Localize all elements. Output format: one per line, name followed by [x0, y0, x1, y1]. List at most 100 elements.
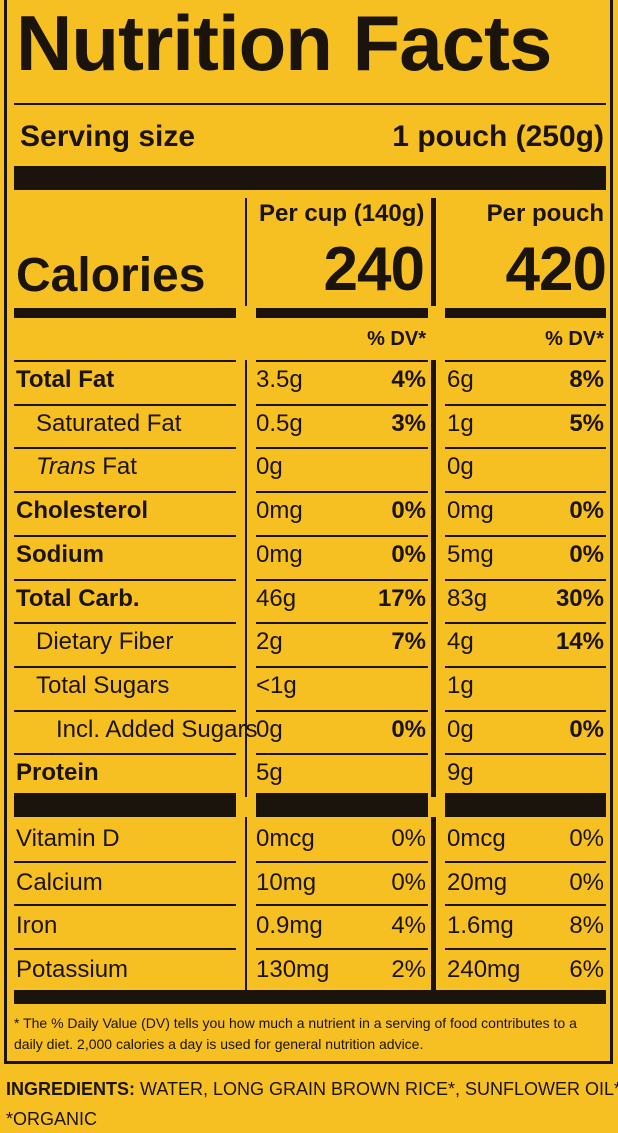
- per-pouch-amount: 240mg: [447, 956, 521, 983]
- column-separator: [431, 666, 436, 710]
- per-pouch-header: Per pouch: [486, 200, 604, 227]
- row-divider: [14, 622, 236, 624]
- per-cup-amount: 3.5g: [256, 366, 303, 393]
- per-cup-amount: 46g: [256, 585, 297, 612]
- row-divider: [445, 948, 606, 950]
- nutrient-name: Incl. Added Sugars: [56, 716, 258, 743]
- row-divider: [256, 753, 428, 755]
- per-cup-dv: 4%: [391, 912, 426, 939]
- per-cup-dv: 0%: [391, 497, 426, 524]
- footnote: * The % Daily Value (DV) tells you how m…: [14, 1015, 577, 1052]
- per-pouch-dv: 30%: [555, 585, 604, 612]
- per-pouch-dv: 8%: [569, 366, 604, 393]
- row-divider: [445, 491, 606, 493]
- row-divider: [14, 404, 236, 406]
- row-divider: [14, 948, 236, 950]
- row-divider: [445, 404, 606, 406]
- per-pouch-dv: 0%: [569, 497, 604, 524]
- column-separator: [431, 491, 436, 535]
- row-divider: [445, 753, 606, 755]
- row-divider: [256, 666, 428, 668]
- nutrition-panel: [4, 0, 613, 1064]
- row-divider: [14, 491, 236, 493]
- per-pouch-dv: 0%: [569, 716, 604, 743]
- column-separator: [431, 710, 436, 754]
- row-divider: [14, 535, 236, 537]
- column-separator: [431, 904, 436, 948]
- per-cup-dv: 2%: [391, 956, 426, 983]
- row-divider: [256, 404, 428, 406]
- per-pouch-amount: 0mcg: [447, 825, 506, 852]
- per-cup-dv: 0%: [391, 541, 426, 568]
- column-separator: [431, 817, 436, 861]
- serving-size-label: Serving size: [20, 120, 196, 153]
- column-separator: [431, 447, 436, 491]
- column-separator: [431, 753, 436, 797]
- bottom-bar: [14, 990, 606, 1004]
- row-divider: [14, 579, 236, 581]
- row-divider: [256, 447, 428, 449]
- divider: [14, 103, 606, 105]
- dv-header-cup: % DV*: [367, 328, 426, 350]
- per-cup-amount: 0.9mg: [256, 912, 323, 939]
- column-separator: [431, 948, 436, 992]
- nutrient-name-italic: Trans: [36, 453, 96, 480]
- row-divider: [256, 491, 428, 493]
- row-divider: [256, 535, 428, 537]
- nutrient-name: Total Carb.: [16, 585, 140, 612]
- per-pouch-amount: 4g: [447, 628, 474, 655]
- nutrient-name: Total Sugars: [36, 672, 170, 699]
- nutrient-name: Sodium: [16, 541, 104, 568]
- per-pouch-amount: 5mg: [447, 541, 494, 568]
- per-cup-amount: <1g: [256, 672, 297, 699]
- row-divider: [256, 710, 428, 712]
- row-divider: [256, 861, 428, 863]
- column-separator: [245, 710, 247, 754]
- column-separator: [431, 535, 436, 579]
- column-separator: [245, 491, 247, 535]
- row-divider: [445, 447, 606, 449]
- per-cup-header: Per cup (140g): [259, 200, 425, 227]
- per-pouch-amount: 9g: [447, 759, 474, 786]
- column-separator: [245, 948, 247, 992]
- column-separator: [245, 753, 247, 797]
- serving-size-value: 1 pouch (250g): [392, 120, 604, 153]
- row-divider: [445, 861, 606, 863]
- vitamin-name: Iron: [16, 912, 58, 939]
- calories-underline: [14, 308, 236, 318]
- per-pouch-dv: 0%: [569, 541, 604, 568]
- row-divider: [14, 861, 236, 863]
- per-cup-dv: 0%: [391, 825, 426, 852]
- column-separator: [431, 198, 436, 306]
- per-cup-dv: 17%: [377, 585, 426, 612]
- row-divider: [445, 360, 606, 362]
- column-separator: [245, 535, 247, 579]
- per-cup-dv: 4%: [391, 366, 426, 393]
- per-pouch-amount: 0g: [447, 453, 474, 480]
- per-pouch-dv: 5%: [569, 410, 604, 437]
- row-divider: [14, 710, 236, 712]
- organic-note: *ORGANIC: [6, 1109, 98, 1129]
- nutrient-name-rest: Fat: [95, 453, 137, 480]
- per-pouch-amount: 83g: [447, 585, 488, 612]
- vitamin-name: Vitamin D: [16, 825, 120, 852]
- per-pouch-amount: 0g: [447, 716, 474, 743]
- per-cup-amount: 130mg: [256, 956, 330, 983]
- per-cup-amount: 0.5g: [256, 410, 303, 437]
- column-separator: [431, 622, 436, 666]
- per-pouch-dv: 6%: [569, 956, 604, 983]
- row-divider: [445, 710, 606, 712]
- per-pouch-dv: 0%: [569, 869, 604, 896]
- ingredients-label: INGREDIENTS:: [6, 1079, 136, 1099]
- section-bar: [256, 793, 428, 817]
- ingredients-text: WATER, LONG GRAIN BROWN RICE*, SUNFLOWER…: [135, 1079, 618, 1099]
- per-pouch-dv: 14%: [555, 628, 604, 655]
- column-separator: [431, 404, 436, 448]
- per-pouch-amount: 1g: [447, 410, 474, 437]
- row-divider: [445, 579, 606, 581]
- per-pouch-amount: 0mg: [447, 497, 494, 524]
- row-divider: [14, 666, 236, 668]
- nutrient-name: Saturated Fat: [36, 410, 182, 437]
- row-divider: [256, 904, 428, 906]
- per-cup-amount: 0mg: [256, 497, 303, 524]
